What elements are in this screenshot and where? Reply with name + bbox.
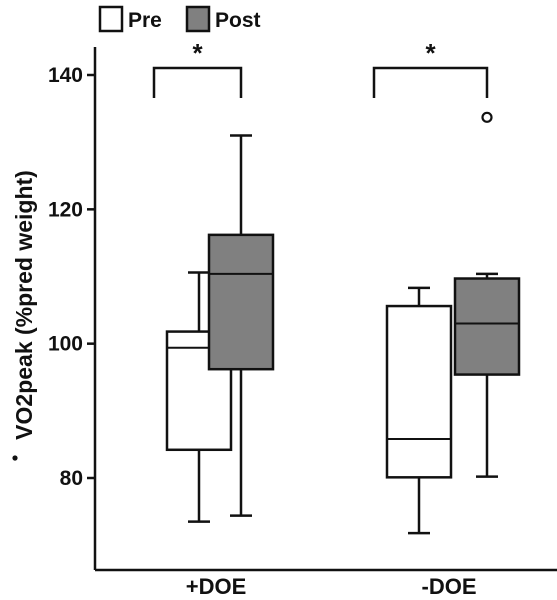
iqr-box bbox=[453, 277, 521, 376]
significance-brackets: * * bbox=[152, 38, 489, 98]
x-tick-label: +DOE bbox=[186, 574, 247, 599]
box-pre-minus-doe bbox=[385, 286, 453, 535]
significance-asterisk: * bbox=[192, 38, 203, 68]
significance-bracket bbox=[152, 66, 243, 98]
x-tick-label: -DOE bbox=[422, 574, 477, 599]
outlier-point bbox=[481, 111, 493, 123]
box-post-minus-doe bbox=[453, 111, 521, 478]
legend-label-pre: Pre bbox=[128, 9, 162, 32]
significance-asterisk: * bbox=[425, 38, 436, 68]
legend-label-post: Post bbox=[215, 9, 261, 32]
y-tick-label: 100 bbox=[48, 333, 83, 356]
y-axis-label: VO2peak (%pred weight) bbox=[11, 170, 37, 440]
y-tick-label: 80 bbox=[60, 467, 83, 490]
iqr-box bbox=[207, 233, 275, 371]
box-post-plus-doe bbox=[207, 134, 275, 517]
legend-swatch-post bbox=[185, 5, 211, 33]
y-ticks: 80 100 120 140 bbox=[48, 64, 95, 490]
legend: Pre Post bbox=[98, 5, 261, 33]
y-tick-label: 140 bbox=[48, 64, 83, 87]
x-tick-labels: +DOE -DOE bbox=[186, 574, 477, 599]
legend-swatch-pre bbox=[98, 5, 124, 33]
iqr-box bbox=[385, 304, 453, 479]
y-axis-label-dot bbox=[12, 455, 18, 461]
box-series bbox=[165, 111, 521, 535]
y-tick-label: 120 bbox=[48, 198, 83, 221]
significance-bracket bbox=[372, 66, 489, 98]
